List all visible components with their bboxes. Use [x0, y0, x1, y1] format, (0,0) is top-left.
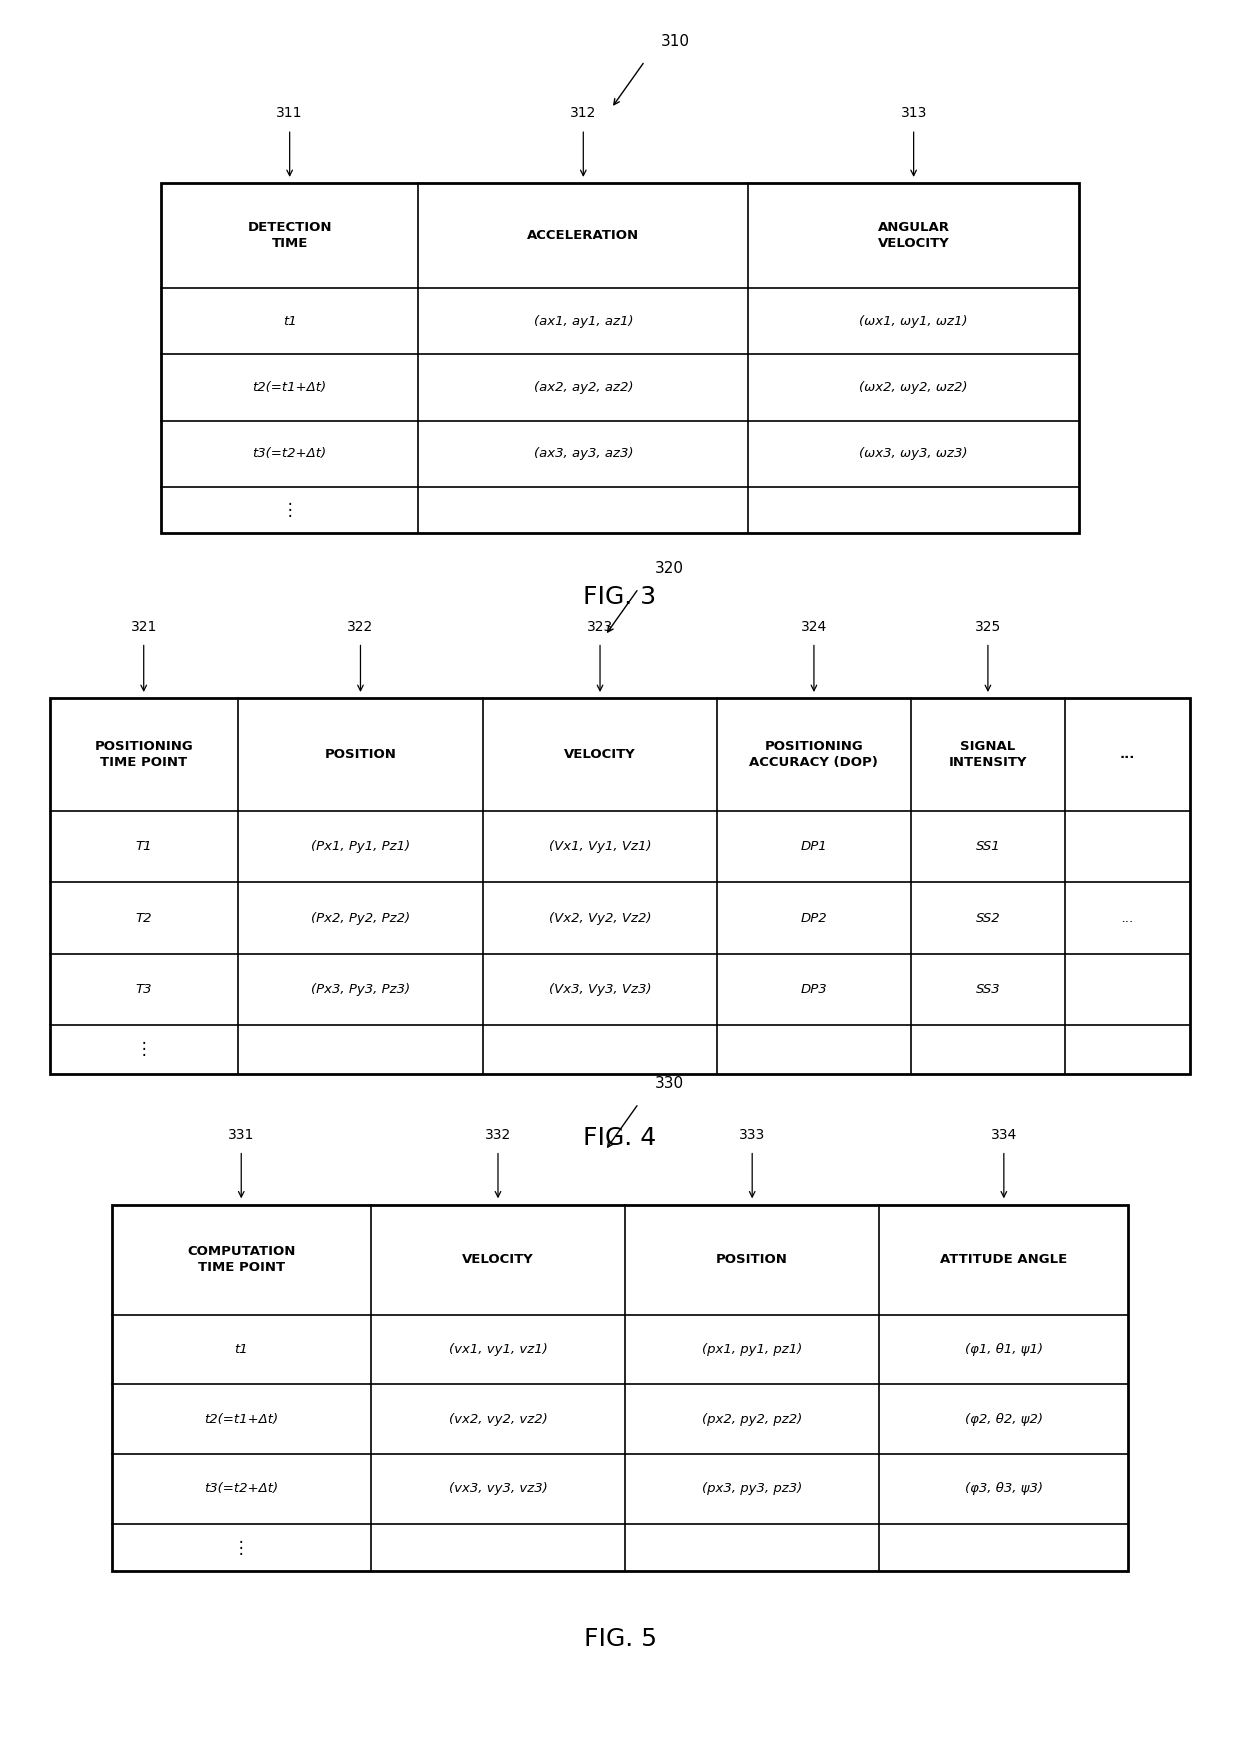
- Text: FIG. 4: FIG. 4: [583, 1126, 657, 1151]
- Text: (ax3, ay3, az3): (ax3, ay3, az3): [533, 447, 634, 461]
- Text: DP3: DP3: [801, 983, 827, 995]
- Text: ...: ...: [1121, 911, 1135, 924]
- Text: 334: 334: [991, 1128, 1017, 1142]
- Text: t2(=t1+Δt): t2(=t1+Δt): [253, 381, 326, 395]
- Text: T1: T1: [135, 840, 153, 854]
- Text: (px1, py1, pz1): (px1, py1, pz1): [702, 1343, 802, 1357]
- Text: 320: 320: [655, 560, 683, 576]
- Text: 331: 331: [228, 1128, 254, 1142]
- Text: (vx2, vy2, vz2): (vx2, vy2, vz2): [449, 1413, 547, 1426]
- Text: DP2: DP2: [801, 911, 827, 924]
- Text: ACCELERATION: ACCELERATION: [527, 229, 640, 243]
- Text: (Px3, Py3, Pz3): (Px3, Py3, Pz3): [311, 983, 410, 995]
- Text: ⋮: ⋮: [233, 1538, 249, 1557]
- Text: (Vx3, Vy3, Vz3): (Vx3, Vy3, Vz3): [549, 983, 651, 995]
- Text: t2(=t1+Δt): t2(=t1+Δt): [205, 1413, 278, 1426]
- Text: 322: 322: [347, 620, 373, 634]
- Text: POSITIONING
ACCURACY (DOP): POSITIONING ACCURACY (DOP): [749, 740, 878, 770]
- Text: 310: 310: [661, 33, 689, 49]
- Text: ...: ...: [1120, 749, 1136, 761]
- Text: (px3, py3, pz3): (px3, py3, pz3): [702, 1482, 802, 1495]
- Text: 330: 330: [655, 1076, 683, 1091]
- Text: POSITION: POSITION: [325, 749, 397, 761]
- Text: VELOCITY: VELOCITY: [463, 1254, 534, 1266]
- Text: COMPUTATION
TIME POINT: COMPUTATION TIME POINT: [187, 1245, 295, 1275]
- Text: SS1: SS1: [976, 840, 1001, 854]
- Text: (Px2, Py2, Pz2): (Px2, Py2, Pz2): [311, 911, 410, 924]
- Text: (φ3, θ3, ψ3): (φ3, θ3, ψ3): [965, 1482, 1043, 1495]
- Text: ⋮: ⋮: [135, 1041, 153, 1058]
- Text: (px2, py2, pz2): (px2, py2, pz2): [702, 1413, 802, 1426]
- Text: (ax1, ay1, az1): (ax1, ay1, az1): [533, 314, 634, 328]
- Text: t1: t1: [234, 1343, 248, 1357]
- Text: (vx3, vy3, vz3): (vx3, vy3, vz3): [449, 1482, 547, 1495]
- Text: POSITIONING
TIME POINT: POSITIONING TIME POINT: [94, 740, 193, 770]
- Text: SS3: SS3: [976, 983, 1001, 995]
- Text: 312: 312: [570, 107, 596, 120]
- Text: SS2: SS2: [976, 911, 1001, 924]
- Text: 325: 325: [975, 620, 1001, 634]
- Text: DP1: DP1: [801, 840, 827, 854]
- Text: DETECTION
TIME: DETECTION TIME: [248, 222, 332, 250]
- Text: (ωx1, ωy1, ωz1): (ωx1, ωy1, ωz1): [859, 314, 968, 328]
- Text: (ax2, ay2, az2): (ax2, ay2, az2): [533, 381, 634, 395]
- Text: POSITION: POSITION: [717, 1254, 789, 1266]
- Text: (ωx3, ωy3, ωz3): (ωx3, ωy3, ωz3): [859, 447, 968, 461]
- Text: 324: 324: [801, 620, 827, 634]
- Text: VELOCITY: VELOCITY: [564, 749, 636, 761]
- Bar: [50, 698, 1190, 1074]
- Text: 333: 333: [739, 1128, 765, 1142]
- Text: (ωx2, ωy2, ωz2): (ωx2, ωy2, ωz2): [859, 381, 968, 395]
- Text: ⋮: ⋮: [281, 501, 298, 519]
- Text: 332: 332: [485, 1128, 511, 1142]
- Bar: [161, 183, 1079, 533]
- Text: (Vx2, Vy2, Vz2): (Vx2, Vy2, Vz2): [549, 911, 651, 924]
- Text: (vx1, vy1, vz1): (vx1, vy1, vz1): [449, 1343, 547, 1357]
- Text: t1: t1: [283, 314, 296, 328]
- Text: ATTITUDE ANGLE: ATTITUDE ANGLE: [940, 1254, 1068, 1266]
- Text: 323: 323: [587, 620, 613, 634]
- Text: T3: T3: [135, 983, 153, 995]
- Text: (φ1, θ1, ψ1): (φ1, θ1, ψ1): [965, 1343, 1043, 1357]
- Text: (Vx1, Vy1, Vz1): (Vx1, Vy1, Vz1): [549, 840, 651, 854]
- Text: 313: 313: [900, 107, 926, 120]
- Text: FIG. 5: FIG. 5: [584, 1627, 656, 1652]
- Text: (Px1, Py1, Pz1): (Px1, Py1, Pz1): [311, 840, 410, 854]
- Text: 321: 321: [130, 620, 157, 634]
- Bar: [112, 1205, 1128, 1571]
- Text: ANGULAR
VELOCITY: ANGULAR VELOCITY: [878, 222, 950, 250]
- Text: 311: 311: [277, 107, 303, 120]
- Text: t3(=t2+Δt): t3(=t2+Δt): [205, 1482, 278, 1495]
- Text: (φ2, θ2, ψ2): (φ2, θ2, ψ2): [965, 1413, 1043, 1426]
- Text: T2: T2: [135, 911, 153, 924]
- Text: FIG. 3: FIG. 3: [584, 585, 656, 609]
- Text: SIGNAL
INTENSITY: SIGNAL INTENSITY: [949, 740, 1027, 770]
- Text: t3(=t2+Δt): t3(=t2+Δt): [253, 447, 326, 461]
